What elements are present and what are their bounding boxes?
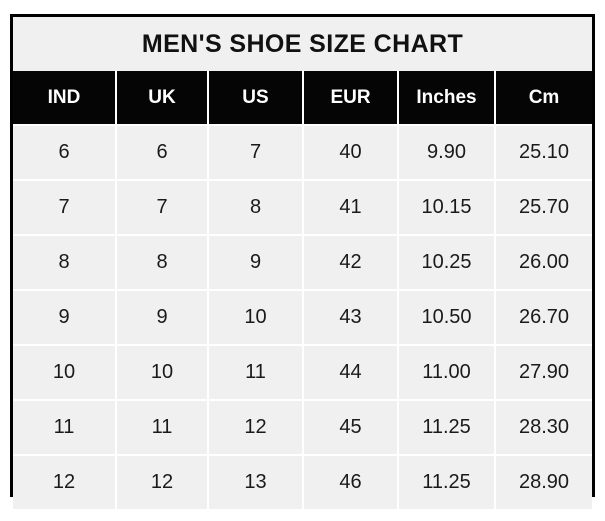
cell-us: 7 [207, 124, 304, 180]
cell-uk: 6 [115, 124, 209, 180]
chart-title: MEN'S SHOE SIZE CHART [13, 17, 593, 71]
table-row: 10 10 11 44 11.00 27.90 [13, 344, 593, 400]
table-row: 7 7 8 41 10.15 25.70 [13, 179, 593, 235]
cell-cm: 28.30 [493, 399, 593, 455]
chart-title-row: MEN'S SHOE SIZE CHART [13, 17, 593, 71]
cell-us: 10 [207, 289, 304, 345]
cell-eur: 43 [302, 289, 399, 345]
table-row: 11 11 12 45 11.25 28.30 [13, 399, 593, 455]
cell-us: 8 [207, 179, 304, 235]
cell-us: 11 [207, 344, 304, 400]
cell-eur: 40 [302, 124, 399, 180]
cell-inches: 10.25 [397, 234, 496, 290]
cell-ind: 9 [13, 289, 117, 345]
cell-ind: 7 [13, 179, 117, 235]
cell-ind: 6 [13, 124, 117, 180]
cell-uk: 7 [115, 179, 209, 235]
cell-ind: 11 [13, 399, 117, 455]
column-header-ind: IND [13, 71, 117, 125]
cell-inches: 11.00 [397, 344, 496, 400]
table-row: 8 8 9 42 10.25 26.00 [13, 234, 593, 290]
column-header-row: IND UK US EUR Inches Cm [13, 71, 593, 125]
cell-inches: 11.25 [397, 399, 496, 455]
table-row: 9 9 10 43 10.50 26.70 [13, 289, 593, 345]
cell-cm: 25.10 [493, 124, 593, 180]
column-header-inches: Inches [397, 71, 496, 125]
cell-inches: 10.50 [397, 289, 496, 345]
cell-us: 13 [207, 454, 304, 509]
column-header-uk: UK [115, 71, 209, 125]
cell-ind: 12 [13, 454, 117, 509]
cell-eur: 45 [302, 399, 399, 455]
cell-eur: 46 [302, 454, 399, 509]
size-chart-body: 6 6 7 40 9.90 25.10 7 7 8 41 10.15 25.70… [13, 124, 593, 509]
cell-ind: 8 [13, 234, 117, 290]
cell-cm: 25.70 [493, 179, 593, 235]
table-row: 6 6 7 40 9.90 25.10 [13, 124, 593, 180]
shoe-size-chart: MEN'S SHOE SIZE CHART IND UK US EUR Inch… [10, 14, 595, 509]
column-header-us: US [207, 71, 304, 125]
cell-uk: 11 [115, 399, 209, 455]
cell-inches: 10.15 [397, 179, 496, 235]
cell-eur: 41 [302, 179, 399, 235]
cell-uk: 9 [115, 289, 209, 345]
column-header-cm: Cm [493, 71, 593, 125]
column-header-eur: EUR [302, 71, 399, 125]
cell-cm: 27.90 [493, 344, 593, 400]
cell-cm: 28.90 [493, 454, 593, 509]
cell-inches: 11.25 [397, 454, 496, 509]
size-chart-table: MEN'S SHOE SIZE CHART IND UK US EUR Inch… [13, 17, 593, 509]
cell-ind: 10 [13, 344, 117, 400]
cell-cm: 26.70 [493, 289, 593, 345]
cell-uk: 8 [115, 234, 209, 290]
cell-us: 9 [207, 234, 304, 290]
cell-uk: 10 [115, 344, 209, 400]
cell-eur: 44 [302, 344, 399, 400]
cell-cm: 26.00 [493, 234, 593, 290]
cell-uk: 12 [115, 454, 209, 509]
cell-eur: 42 [302, 234, 399, 290]
table-row: 12 12 13 46 11.25 28.90 [13, 454, 593, 509]
cell-inches: 9.90 [397, 124, 496, 180]
cell-us: 12 [207, 399, 304, 455]
